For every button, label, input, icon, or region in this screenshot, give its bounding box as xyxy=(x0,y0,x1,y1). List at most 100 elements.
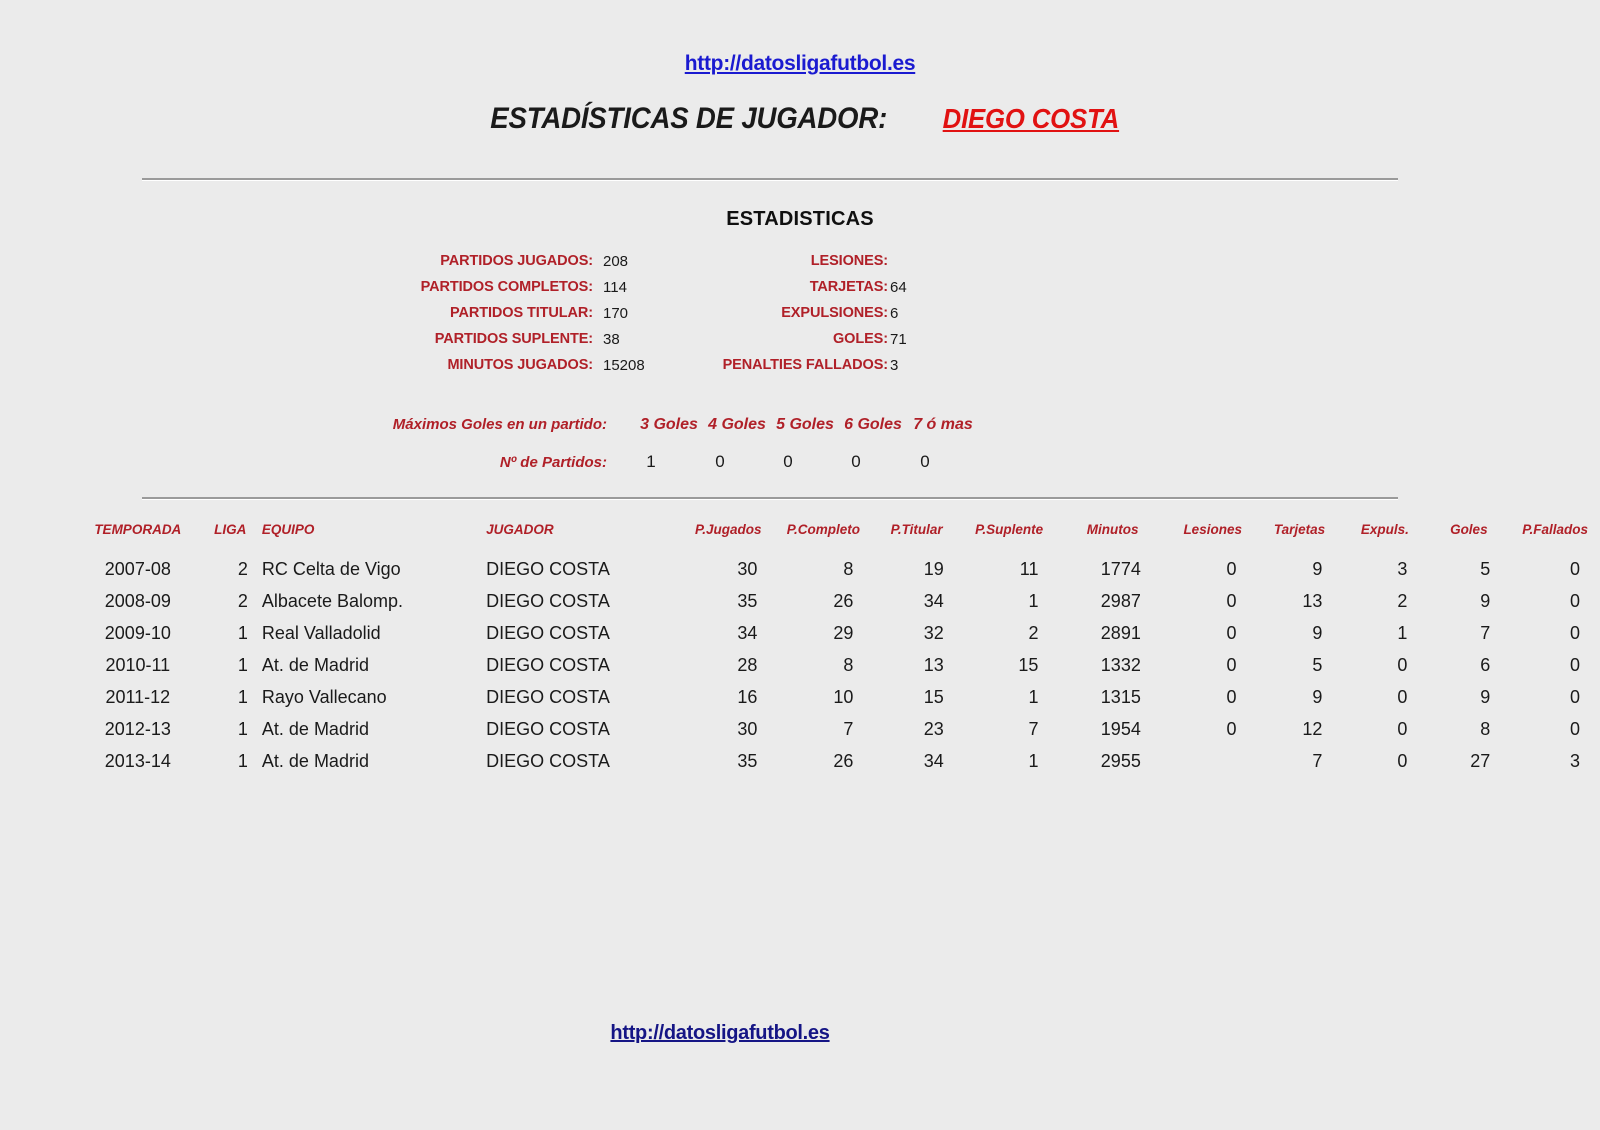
cell-liga: 2 xyxy=(237,558,248,579)
table-spacer xyxy=(0,713,71,745)
cell-lesiones: 0 xyxy=(1226,558,1237,579)
footer-link-container: http://datosligafutbol.es xyxy=(0,1022,1440,1045)
cell-equipo: Real Valladolid xyxy=(261,622,381,643)
cell-p-fallados: 0 xyxy=(1569,558,1580,579)
table-row[interactable]: 2013-14 1 At. de Madrid DIEGO COSTA 35 26 34 1 2… xyxy=(0,745,1600,777)
site-link-bottom[interactable]: http://datosligafutbol.es xyxy=(610,1022,830,1044)
summary-row: PARTIDOS TITULAR: 170 EXPULSIONES: 6 xyxy=(0,305,1600,331)
col-header-p-suplente[interactable]: P.Suplente xyxy=(975,522,1044,537)
col-header-p-completo[interactable]: P.Completo xyxy=(786,522,860,537)
table-row[interactable]: 2008-09 2 Albacete Balomp. DIEGO COSTA 35 26 3… xyxy=(0,585,1600,617)
cell-p-fallados: 0 xyxy=(1569,590,1580,611)
cell-p-suplente: 1 xyxy=(1028,750,1039,771)
col-header-equipo[interactable]: EQUIPO xyxy=(261,522,315,537)
cell-jugador: DIEGO COSTA xyxy=(486,558,610,579)
col-header-goles[interactable]: Goles xyxy=(1450,522,1488,537)
cell-goles: 5 xyxy=(1480,558,1491,579)
cell-jugador: DIEGO COSTA xyxy=(486,590,610,611)
col-header-p-jugados[interactable]: P.Jugados xyxy=(694,522,762,537)
table-header: TEMPORADA LIGA EQUIPO JUGADOR P.Jugados … xyxy=(0,522,1600,553)
summary-row: MINUTOS JUGADOS: 15208 PENALTIES FALLADO… xyxy=(0,357,1600,383)
table-spacer xyxy=(0,681,71,713)
max-goals-bucket-4: 4 Goles xyxy=(708,416,766,433)
season-stats-table: TEMPORADA LIGA EQUIPO JUGADOR P.Jugados … xyxy=(0,522,1600,777)
cell-p-suplente: 2 xyxy=(1028,622,1039,643)
cell-p-titular: 15 xyxy=(923,686,944,707)
col-header-p-titular[interactable]: P.Titular xyxy=(890,522,943,537)
cell-jugador: DIEGO COSTA xyxy=(486,654,610,675)
stat-value-expulsiones: 6 xyxy=(890,305,899,322)
cell-p-titular: 34 xyxy=(923,590,944,611)
cell-minutos: 1774 xyxy=(1100,558,1141,579)
cell-equipo: RC Celta de Vigo xyxy=(261,558,401,579)
cell-p-jugados: 35 xyxy=(737,590,758,611)
col-header-p-fallados[interactable]: P.Fallados xyxy=(1522,522,1589,537)
stat-label-tarjetas: TARJETAS: xyxy=(809,279,888,295)
cell-equipo: Rayo Vallecano xyxy=(261,686,387,707)
col-header-liga[interactable]: LIGA xyxy=(214,522,247,537)
cell-equipo: Albacete Balomp. xyxy=(261,590,403,611)
stat-label-partidos-jugados: PARTIDOS JUGADOS: xyxy=(440,253,593,269)
cell-tarjetas: 13 xyxy=(1302,590,1323,611)
stat-value-partidos-titular: 170 xyxy=(603,305,629,322)
cell-expuls: 0 xyxy=(1397,750,1408,771)
cell-lesiones: 0 xyxy=(1226,622,1237,643)
table-spacer xyxy=(0,649,71,681)
table-spacer xyxy=(0,553,71,585)
cell-minutos: 2987 xyxy=(1100,590,1141,611)
table-row[interactable]: 2011-12 1 Rayo Vallecano DIEGO COSTA 16 10 15 1… xyxy=(0,681,1600,713)
cell-minutos: 1332 xyxy=(1100,654,1141,675)
cell-p-suplente: 15 xyxy=(1018,654,1039,675)
cell-lesiones: 0 xyxy=(1226,654,1237,675)
cell-expuls: 1 xyxy=(1397,622,1408,643)
cell-goles: 9 xyxy=(1480,686,1491,707)
cell-equipo: At. de Madrid xyxy=(261,750,369,771)
cell-minutos: 1315 xyxy=(1100,686,1141,707)
cell-liga: 1 xyxy=(237,686,248,707)
col-header-tarjetas[interactable]: Tarjetas xyxy=(1273,522,1326,537)
col-header-minutos[interactable]: Minutos xyxy=(1086,522,1139,537)
cell-p-titular: 34 xyxy=(923,750,944,771)
col-header-expuls[interactable]: Expuls. xyxy=(1360,522,1409,537)
cell-p-jugados: 34 xyxy=(737,622,758,643)
stat-label-partidos-completos: PARTIDOS COMPLETOS: xyxy=(420,279,593,295)
summary-row: PARTIDOS JUGADOS: 208 LESIONES: xyxy=(0,253,1600,279)
player-name: DIEGO COSTA xyxy=(942,103,1119,134)
stat-label-partidos-titular: PARTIDOS TITULAR: xyxy=(449,305,593,321)
stat-label-goles: GOLES: xyxy=(833,331,888,347)
stat-label-minutos-jugados: MINUTOS JUGADOS: xyxy=(447,357,593,373)
stat-value-partidos-suplente: 38 xyxy=(603,331,620,348)
table-spacer xyxy=(0,617,71,649)
table-row[interactable]: 2010-11 1 At. de Madrid DIEGO COSTA 28 8 13 15 1… xyxy=(0,649,1600,681)
table-row[interactable]: 2009-10 1 Real Valladolid DIEGO COSTA 34 29 32… xyxy=(0,617,1600,649)
cell-p-suplente: 11 xyxy=(1019,558,1039,579)
cell-p-completo: 8 xyxy=(843,558,854,579)
divider-middle xyxy=(142,497,1398,499)
col-header-jugador[interactable]: JUGADOR xyxy=(486,522,554,537)
cell-p-completo: 7 xyxy=(843,718,854,739)
table-row[interactable]: 2012-13 1 At. de Madrid DIEGO COSTA 30 7 23 7 19… xyxy=(0,713,1600,745)
table-row[interactable]: 2007-08 2 RC Celta de Vigo DIEGO COSTA 30 8 19… xyxy=(0,553,1600,585)
cell-temporada: 2009-10 xyxy=(104,622,171,643)
cell-p-jugados: 30 xyxy=(737,558,758,579)
cell-goles: 9 xyxy=(1480,590,1491,611)
cell-p-completo: 26 xyxy=(833,590,854,611)
cell-p-fallados: 0 xyxy=(1569,686,1580,707)
site-link-top[interactable]: http://datosligafutbol.es xyxy=(684,52,916,75)
summary-heading: ESTADISTICAS xyxy=(726,208,874,230)
cell-liga: 1 xyxy=(237,750,248,771)
cell-p-titular: 19 xyxy=(923,558,944,579)
cell-jugador: DIEGO COSTA xyxy=(486,686,610,707)
cell-p-completo: 8 xyxy=(843,654,854,675)
stat-value-goles: 71 xyxy=(890,331,907,348)
col-header-lesiones[interactable]: Lesiones xyxy=(1183,522,1242,537)
max-goals-row-label: Máximos Goles en un partido: xyxy=(392,416,607,433)
max-goals-bucket-7plus: 7 ó mas xyxy=(913,416,973,433)
cell-lesiones xyxy=(1169,745,1257,777)
cell-expuls: 0 xyxy=(1397,718,1408,739)
cell-tarjetas: 5 xyxy=(1312,654,1323,675)
cell-tarjetas: 12 xyxy=(1302,718,1323,739)
cell-p-suplente: 1 xyxy=(1028,686,1039,707)
table-body: 2007-08 2 RC Celta de Vigo DIEGO COSTA 30 8 19… xyxy=(0,553,1600,777)
col-header-temporada[interactable]: TEMPORADA xyxy=(94,522,182,537)
